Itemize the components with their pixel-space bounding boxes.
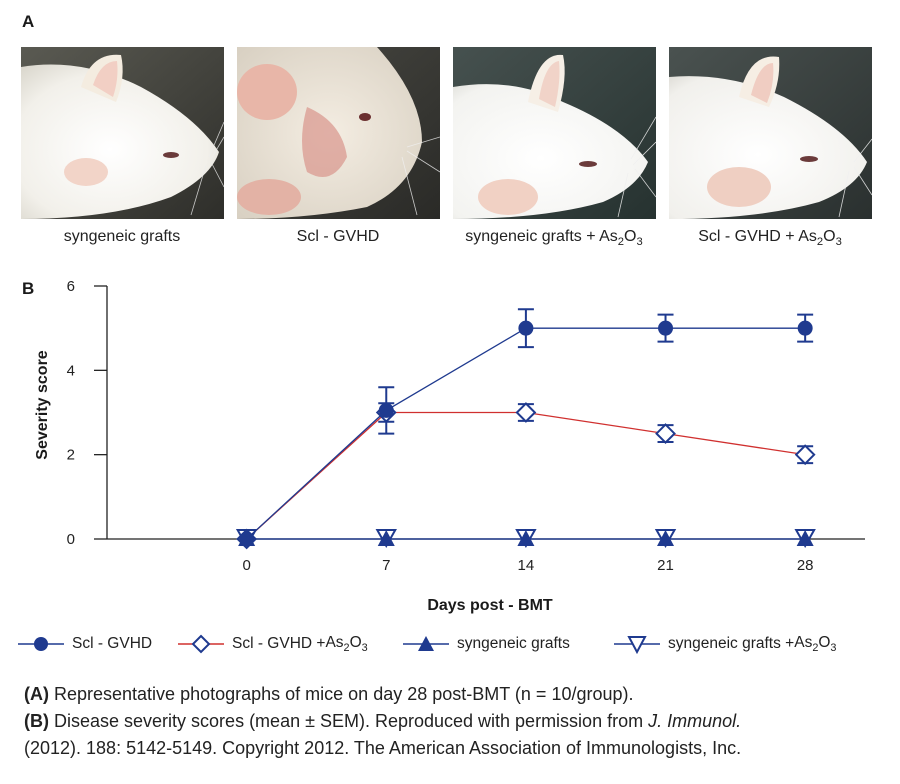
panel-a-label: A bbox=[22, 12, 35, 31]
chart-error-bars bbox=[378, 308, 814, 465]
mouse-photo-scl-gvhd bbox=[237, 47, 440, 219]
data-point-triangle-up bbox=[796, 530, 814, 546]
severity-chart: 0 2 4 6 0 7 14 21 28 Days post - BMT Severity sc… bbox=[34, 278, 865, 614]
data-point-circle bbox=[658, 320, 674, 336]
data-point-circle bbox=[378, 402, 394, 418]
chart-markers bbox=[235, 320, 816, 550]
chart-legend: Scl - GVHD Scl - GVHD + As2O3 syngeneic … bbox=[18, 634, 888, 662]
chart-lines bbox=[246, 327, 806, 540]
y-tick-label: 0 bbox=[67, 531, 75, 548]
photo-caption-syngeneic: syngeneic grafts bbox=[63, 228, 181, 245]
series-line bbox=[246, 327, 806, 540]
x-tick-label: 14 bbox=[518, 557, 535, 574]
data-point-circle bbox=[797, 320, 813, 336]
data-point-circle bbox=[518, 320, 534, 336]
legend-symbol-diamond bbox=[178, 634, 224, 654]
chart-axes: 0 2 4 6 0 7 14 21 28 bbox=[67, 278, 865, 574]
as2o3-formula: As2O3 bbox=[798, 228, 842, 249]
y-tick-label: 2 bbox=[67, 447, 75, 464]
legend-item-syngeneic: syngeneic grafts bbox=[403, 634, 570, 654]
mouse-photo-syngeneic-as2o3 bbox=[453, 47, 656, 219]
y-tick-label: 4 bbox=[67, 362, 75, 379]
x-tick-label: 0 bbox=[242, 557, 250, 574]
mouse-photo-scl-gvhd-as2o3 bbox=[669, 47, 872, 219]
data-point-triangle-up bbox=[517, 530, 535, 546]
photo-caption-scl-gvhd: Scl - GVHD bbox=[296, 228, 380, 245]
mouse-photo-syngeneic bbox=[21, 47, 224, 219]
data-point-diamond bbox=[794, 444, 816, 466]
x-tick-label: 7 bbox=[382, 557, 390, 574]
legend-item-scl-gvhd: Scl - GVHD bbox=[18, 634, 152, 654]
figure-caption: (A) Representative photographs of mice o… bbox=[24, 681, 884, 762]
panel-b-label: B bbox=[22, 279, 35, 298]
data-point-diamond bbox=[515, 402, 537, 423]
legend-item-scl-gvhd-as2o3: Scl - GVHD + As2O3 bbox=[178, 634, 368, 654]
photo-caption-scl-gvhd-as2o3: Scl - GVHD + As2O3 bbox=[698, 228, 842, 249]
as2o3-formula: As2O3 bbox=[599, 228, 643, 249]
legend-symbol-triangle-up bbox=[403, 636, 449, 651]
caption-line-a: (A) Representative photographs of mice o… bbox=[24, 684, 634, 704]
y-axis-label: Severity score bbox=[34, 350, 51, 460]
data-point-triangle-up bbox=[377, 530, 395, 546]
data-point-circle bbox=[239, 531, 255, 547]
y-tick-label: 6 bbox=[67, 278, 75, 295]
legend-item-syngeneic-as2o3: syngeneic grafts + As2O3 bbox=[614, 634, 836, 654]
series-line bbox=[246, 411, 806, 540]
as2o3-formula: As2O3 bbox=[325, 634, 368, 655]
legend-symbol-triangle-down bbox=[614, 636, 660, 655]
x-tick-label: 28 bbox=[797, 557, 814, 574]
data-point-diamond bbox=[655, 423, 676, 444]
photo-caption-syngeneic-as2o3: syngeneic grafts + As2O3 bbox=[465, 228, 643, 249]
x-tick-label: 21 bbox=[657, 557, 674, 574]
caption-line-b: (B) Disease severity scores (mean ± SEM)… bbox=[24, 711, 742, 731]
as2o3-formula: As2O3 bbox=[794, 634, 837, 655]
x-axis-label: Days post - BMT bbox=[427, 597, 553, 614]
data-point-triangle-up bbox=[657, 530, 675, 546]
caption-line-c: (2012). 188: 5142-5149. Copyright 2012. … bbox=[24, 738, 742, 758]
legend-symbol-circle bbox=[18, 637, 64, 651]
journal-name: J. Immunol. bbox=[648, 711, 742, 731]
